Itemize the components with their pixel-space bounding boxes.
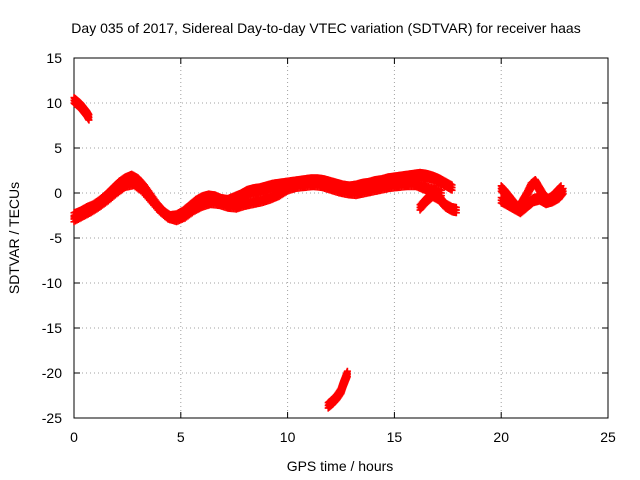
series-segment-low bbox=[324, 367, 351, 412]
y-tick-label: 0 bbox=[54, 185, 62, 201]
y-tick-label: 10 bbox=[46, 95, 62, 111]
y-tick-label: -5 bbox=[50, 230, 63, 246]
y-tick-label: -25 bbox=[42, 410, 62, 426]
x-axis-label: GPS time / hours bbox=[287, 458, 394, 474]
series-segment-end-lower-trace bbox=[497, 185, 567, 218]
data-point bbox=[452, 203, 460, 211]
x-tick-label: 0 bbox=[70, 429, 78, 445]
series-segment-late-dip bbox=[416, 188, 460, 217]
y-tick-label: -20 bbox=[42, 365, 62, 381]
axis-layer: 0 5 10 15 20 25 15 10 5 0 -5 -10 -15 -20 -25 bbox=[42, 50, 616, 445]
x-tick-label: 5 bbox=[177, 429, 185, 445]
data-layer bbox=[70, 94, 567, 412]
x-tick-label: 20 bbox=[493, 429, 509, 445]
x-tick-label: 15 bbox=[387, 429, 403, 445]
x-tick-label: 10 bbox=[280, 429, 296, 445]
data-point bbox=[437, 186, 445, 194]
series-segment-early-high bbox=[70, 94, 93, 124]
data-point bbox=[343, 367, 351, 375]
y-tick-label: 15 bbox=[46, 50, 62, 66]
data-point bbox=[559, 185, 567, 192]
chart-title: Day 035 of 2017, Sidereal Day-to-day VTE… bbox=[71, 20, 580, 36]
y-tick-label: -15 bbox=[42, 320, 62, 336]
grid-layer bbox=[74, 58, 608, 418]
x-tick-label: 25 bbox=[600, 429, 616, 445]
y-tick-label: 5 bbox=[54, 140, 62, 156]
y-axis-label: SDTVAR / TECUs bbox=[6, 182, 22, 294]
series-segment-main-lower-trace bbox=[70, 176, 445, 226]
data-point bbox=[85, 111, 93, 119]
y-tick-label: -10 bbox=[42, 275, 62, 291]
data-point bbox=[448, 181, 456, 189]
